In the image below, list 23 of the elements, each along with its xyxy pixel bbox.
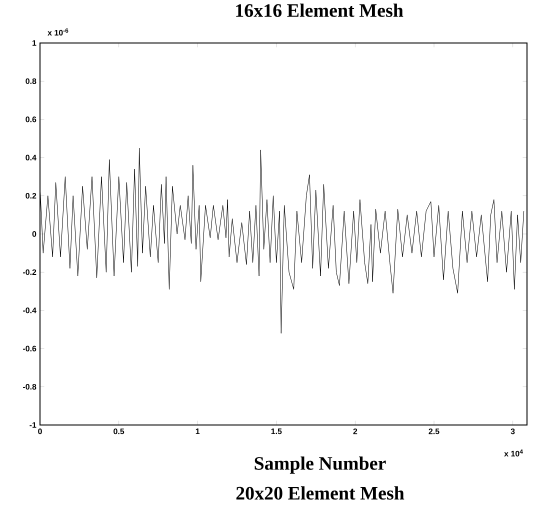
y-tick-label: 0.2 [26,192,36,199]
x-tick-label: 1 [196,428,200,434]
x-tick-label: 2 [353,428,358,434]
text: x 10$^{4}$ [504,449,523,456]
chart-title: 16x16 Element Mesh [236,4,404,17]
x-tick-label: 0.5 [114,428,124,434]
y-tick-label: 0.8 [26,78,36,84]
y-tick-label: -0.8 [23,384,36,390]
y-tick-label: -0.6 [23,346,36,352]
y-tick-label: 0.4 [26,154,36,160]
x-axis-title: Sample Number [254,456,386,474]
x-tick-label: 3 [510,428,515,434]
x-tick-label: 0 [38,428,42,434]
y-tick-label: 0.6 [26,116,36,122]
y-tick-label: -1 [30,422,36,428]
y-tick-label: -0.2 [23,269,36,276]
x-tick-label: 2.5 [428,428,440,434]
text: 20x20 Element Mesh [236,486,404,500]
y-tick-label: 0 [32,231,36,237]
y-tick-label: -0.4 [23,308,36,314]
x-tick-label: 1.5 [271,428,282,434]
y-tick-label: 1 [32,40,36,46]
text: x 10$^{-6}$ [48,28,68,36]
